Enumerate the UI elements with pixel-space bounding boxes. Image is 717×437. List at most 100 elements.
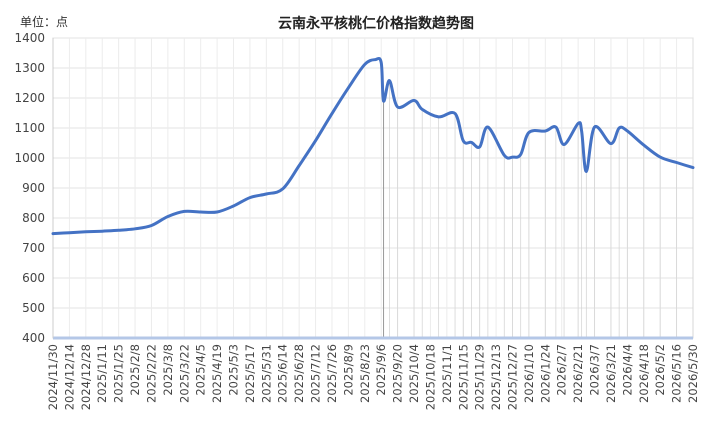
- x-tick-label: 2025/6/28: [292, 344, 306, 403]
- unit-label: 单位：点: [20, 14, 68, 29]
- data-point: [298, 164, 301, 167]
- data-point: [248, 196, 251, 199]
- x-tick-label: 2025/12/13: [489, 344, 503, 410]
- data-point: [519, 153, 522, 156]
- x-tick-label: 2026/4/4: [620, 344, 634, 396]
- x-tick-label: 2025/11/15: [456, 344, 470, 410]
- data-point: [232, 205, 235, 208]
- x-tick-label: 2026/5/16: [670, 344, 684, 403]
- x-tick-label: 2026/3/21: [604, 344, 618, 403]
- x-tick-label: 2025/10/18: [423, 344, 437, 410]
- x-tick-label: 2025/2/22: [144, 344, 158, 403]
- data-point: [544, 130, 547, 133]
- x-tick-label: 2024/11/30: [46, 344, 60, 410]
- data-point: [134, 227, 137, 230]
- x-tick-label: 2025/5/3: [227, 344, 241, 396]
- data-point: [675, 161, 678, 164]
- x-tick-label: 2025/8/9: [341, 344, 355, 396]
- data-point: [692, 166, 695, 169]
- x-tick-label: 2026/3/7: [588, 344, 602, 396]
- data-point: [101, 230, 104, 233]
- x-tick-label: 2026/5/2: [653, 344, 667, 396]
- data-point: [554, 126, 557, 129]
- data-point: [626, 130, 629, 133]
- y-tick-label: 1000: [14, 151, 45, 165]
- x-tick-label: 2024/12/28: [79, 344, 93, 410]
- data-point: [363, 63, 366, 66]
- x-tick-label: 2026/4/18: [637, 344, 651, 403]
- x-tick-label: 2025/11/1: [440, 344, 454, 403]
- data-point: [388, 79, 391, 82]
- data-point: [470, 141, 473, 144]
- x-tick-label: 2026/2/7: [555, 344, 569, 396]
- data-point: [511, 156, 514, 159]
- data-point: [421, 108, 424, 111]
- y-tick-label: 900: [22, 181, 45, 195]
- y-tick-label: 1100: [14, 121, 45, 135]
- data-point: [265, 193, 268, 196]
- data-point: [642, 144, 645, 147]
- data-point: [347, 86, 350, 89]
- x-tick-label: 2026/2/21: [571, 344, 585, 403]
- y-tick-labels: 400 500 600 700 800 900 1000 1100 1200 1300 1400: [14, 31, 45, 345]
- x-tick-label: 2025/3/8: [161, 344, 175, 396]
- y-tick-label: 1200: [14, 91, 45, 105]
- x-tick-label: 2026/1/24: [538, 344, 552, 403]
- x-tick-label: 2026/1/10: [522, 344, 536, 403]
- y-tick-label: 800: [22, 211, 45, 225]
- data-point: [216, 211, 219, 214]
- x-tick-label: 2025/9/20: [391, 344, 405, 403]
- data-point: [527, 131, 530, 134]
- x-tick-label: 2025/10/4: [407, 344, 421, 403]
- data-point: [150, 224, 153, 227]
- x-tick-label: 2025/1/25: [112, 344, 126, 403]
- x-tick-label: 2025/5/31: [259, 344, 273, 403]
- data-point: [331, 112, 334, 115]
- grid: [52, 37, 694, 339]
- data-point: [618, 127, 621, 130]
- data-point: [396, 106, 399, 109]
- y-tick-label: 500: [22, 301, 45, 315]
- data-point: [580, 130, 583, 133]
- x-tick-label: 2025/8/23: [358, 344, 372, 403]
- x-tick-label: 2025/7/26: [325, 344, 339, 403]
- data-point: [563, 143, 566, 146]
- x-tick-label: 2024/12/14: [62, 344, 76, 410]
- data-point: [183, 210, 186, 213]
- data-point: [199, 211, 202, 214]
- data-point: [374, 58, 377, 61]
- data-point: [659, 156, 662, 159]
- x-tick-label: 2025/1/11: [95, 344, 109, 403]
- series-line: [51, 56, 695, 236]
- x-tick-label: 2025/2/8: [128, 344, 142, 396]
- data-point: [478, 145, 481, 148]
- y-tick-label: 1400: [14, 31, 45, 45]
- data-point: [52, 232, 55, 235]
- data-point: [413, 99, 416, 102]
- y-tick-label: 700: [22, 241, 45, 255]
- data-point: [314, 139, 317, 142]
- x-tick-label: 2025/6/14: [276, 344, 290, 403]
- data-point: [454, 112, 457, 115]
- data-point: [585, 170, 588, 173]
- data-point: [84, 230, 87, 233]
- data-point: [380, 61, 383, 64]
- x-tick-label: 2025/12/27: [505, 344, 519, 410]
- data-point: [462, 139, 465, 142]
- y-tick-label: 600: [22, 271, 45, 285]
- series-layer: [51, 56, 695, 236]
- data-point: [486, 126, 489, 129]
- data-point: [609, 142, 612, 145]
- data-point: [166, 215, 169, 218]
- x-tick-label: 2025/9/6: [374, 344, 388, 396]
- x-tick-label: 2025/4/19: [210, 344, 224, 403]
- x-tick-label: 2025/11/29: [473, 344, 487, 410]
- x-tick-label: 2026/5/30: [686, 344, 700, 403]
- x-tick-label: 2025/7/12: [309, 344, 323, 403]
- x-tick-label: 2025/4/5: [194, 344, 208, 396]
- axes: [52, 38, 693, 340]
- data-point: [382, 100, 385, 103]
- data-point: [117, 229, 120, 232]
- data-point: [68, 231, 71, 234]
